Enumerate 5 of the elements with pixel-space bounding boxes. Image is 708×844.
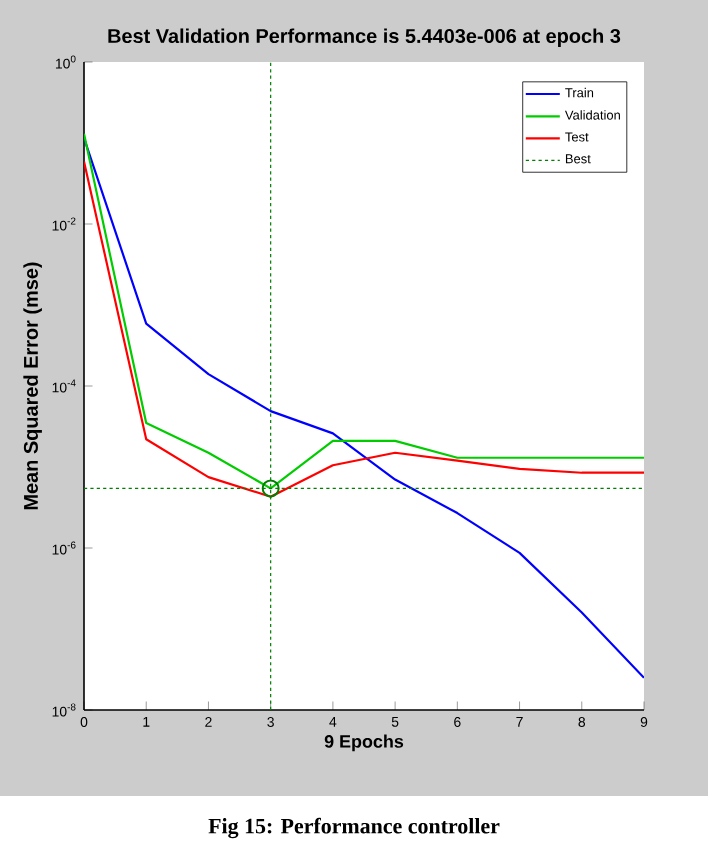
x-axis-title: 9 Epochs <box>324 734 404 752</box>
line-series <box>84 136 644 679</box>
caption: Fig 15: Performance controller <box>208 817 500 839</box>
y-axis-title: Mean Squared Error (mse) <box>23 262 42 510</box>
chart-title: Best Validation Performance is 5.4403e-006 at epoch 3 <box>108 28 621 47</box>
